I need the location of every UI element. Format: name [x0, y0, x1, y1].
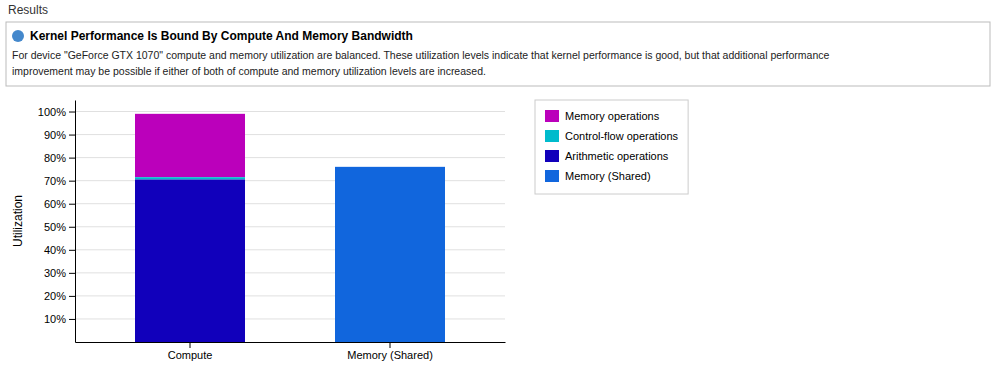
y-axis-line: [75, 101, 76, 343]
y-axis: 10% 20% 30% 40% 50% 60% 70% 80% 90% 100%: [38, 101, 76, 343]
y-tick-mark: [69, 112, 75, 113]
y-tick-mark: [69, 135, 75, 136]
legend-swatch: [545, 110, 559, 122]
y-tick-mark: [69, 296, 75, 297]
x-axis: Compute Memory (Shared): [76, 342, 506, 361]
legend-label: Memory (Shared): [565, 170, 651, 182]
y-tick: 20%: [44, 290, 75, 302]
subtitle: Kernel Performance Is Bound By Compute A…: [30, 29, 413, 43]
y-tick-label: 20%: [44, 290, 66, 302]
y-axis-title: Utilization: [11, 195, 25, 247]
legend: Memory operations Control-flow operations…: [535, 100, 688, 194]
y-tick-mark: [69, 204, 75, 205]
y-tick-label: 10%: [44, 313, 66, 325]
legend-label: Memory operations: [565, 110, 660, 122]
bars: [135, 114, 445, 342]
y-tick-label: 40%: [44, 244, 66, 256]
y-tick-label: 50%: [44, 221, 66, 233]
legend-label: Arithmetic operations: [565, 150, 669, 162]
legend-label: Control-flow operations: [565, 130, 679, 142]
y-tick-mark: [69, 181, 75, 182]
y-tick-mark: [69, 158, 75, 159]
y-tick: 60%: [44, 198, 75, 210]
y-tick: 80%: [44, 152, 75, 164]
legend-swatch: [545, 130, 559, 142]
y-tick-mark: [69, 250, 75, 251]
info-icon: [12, 30, 24, 42]
annotation: improvement may be possible if either of…: [12, 65, 486, 77]
y-tick-mark: [69, 319, 75, 320]
y-tick-label: 80%: [44, 152, 66, 164]
x-tick-label: Memory (Shared): [347, 349, 433, 361]
bar: [135, 114, 245, 177]
legend-swatch: [545, 170, 559, 182]
title: Results: [8, 3, 48, 17]
bar: [135, 180, 245, 342]
x-tick: Memory (Shared): [347, 342, 433, 361]
y-tick: 90%: [44, 129, 75, 141]
y-tick-label: 90%: [44, 129, 66, 141]
y-tick: 70%: [44, 175, 75, 187]
x-tick: Compute: [168, 342, 213, 361]
chart: Results Kernel Performance Is Bound By Co…: [0, 0, 996, 372]
legend-swatch: [545, 150, 559, 162]
y-tick-label: 70%: [44, 175, 66, 187]
y-tick-mark: [69, 227, 75, 228]
y-tick: 10%: [44, 313, 75, 325]
grid-line: [75, 111, 505, 112]
y-tick-label: 100%: [38, 106, 66, 118]
y-tick-label: 30%: [44, 267, 66, 279]
y-tick: 100%: [38, 106, 75, 118]
y-tick-label: 60%: [44, 198, 66, 210]
bar: [335, 167, 445, 342]
y-tick: 40%: [44, 244, 75, 256]
x-tick-mark: [190, 342, 191, 348]
y-tick-mark: [69, 273, 75, 274]
info-box: [6, 22, 990, 86]
x-tick-mark: [390, 342, 391, 348]
y-tick: 50%: [44, 221, 75, 233]
annotation: For device "GeForce GTX 1070" compute an…: [12, 49, 830, 61]
x-axis-line: [76, 342, 506, 343]
legend-box: [535, 100, 688, 194]
x-tick-label: Compute: [168, 349, 213, 361]
bar: [135, 177, 245, 179]
y-tick: 30%: [44, 267, 75, 279]
